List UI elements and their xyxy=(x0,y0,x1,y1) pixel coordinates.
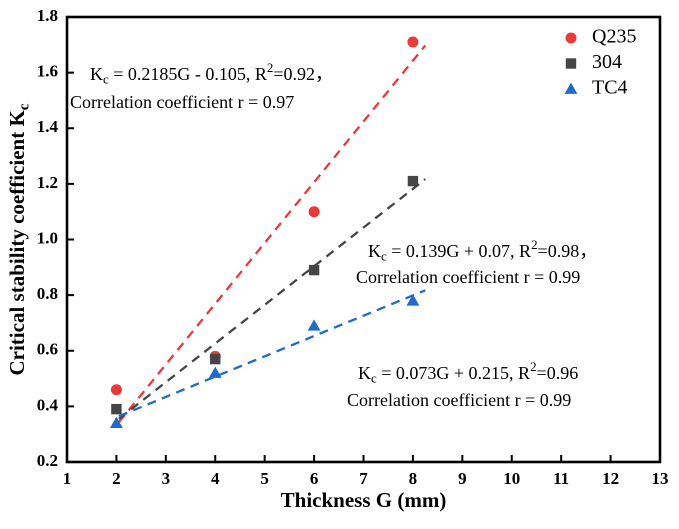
y-axis-tick-label: 0.8 xyxy=(37,284,58,303)
legend-label-tc4: TC4 xyxy=(592,77,628,99)
y-axis-title: Critical stability coefficient Kc xyxy=(5,103,33,375)
data-point-q235 xyxy=(407,36,419,48)
x-axis-tick-label: 6 xyxy=(310,469,319,488)
data-point-304 xyxy=(210,353,221,365)
regression-annotation-304: Kc = 0.139G + 0.07, R2=0.98， xyxy=(368,237,597,264)
x-axis-tick-label: 1 xyxy=(63,469,72,488)
x-axis-tick-label: 2 xyxy=(112,469,121,488)
data-point-304 xyxy=(308,264,320,276)
legend-marker-304 xyxy=(565,58,577,69)
legend-label-304: 304 xyxy=(592,51,622,73)
data-point-q235 xyxy=(308,206,320,218)
x-axis-tick-label: 13 xyxy=(652,469,669,488)
y-axis-tick-label: 1.8 xyxy=(37,6,58,25)
x-axis-tick-label: 4 xyxy=(211,469,220,488)
y-axis-tick-label: 1.0 xyxy=(37,228,58,247)
data-point-304 xyxy=(407,175,419,187)
y-axis-tick-label: 1.4 xyxy=(37,117,59,136)
data-point-q235 xyxy=(110,384,122,396)
regression-annotation-q235: Correlation coefficient r = 0.97 xyxy=(70,92,294,112)
y-axis-tick-label: 0.6 xyxy=(37,340,58,359)
x-axis-tick-label: 8 xyxy=(409,469,418,488)
regression-annotation-q235: Kc = 0.2185G - 0.105, R2=0.92， xyxy=(90,60,333,87)
y-axis-tick-label: 0.2 xyxy=(37,451,58,470)
regression-annotation-304: Correlation coefficient r = 0.99 xyxy=(356,267,580,287)
trend-line-q235 xyxy=(117,44,427,423)
data-point-304 xyxy=(111,403,122,415)
data-point-tc4 xyxy=(110,416,123,428)
data-point-tc4 xyxy=(406,294,420,306)
x-axis-tick-label: 10 xyxy=(503,469,520,488)
trend-line-tc4 xyxy=(118,289,426,418)
legend-label-q235: Q235 xyxy=(592,26,636,48)
data-point-tc4 xyxy=(208,366,222,378)
legend-marker-tc4 xyxy=(564,82,578,94)
y-axis-tick-label: 1.6 xyxy=(37,62,58,81)
y-axis-tick-label: 0.4 xyxy=(37,395,59,414)
trend-line-304 xyxy=(118,178,426,420)
x-axis-tick-label: 3 xyxy=(162,469,171,488)
y-axis-tick-label: 1.2 xyxy=(37,173,58,192)
legend-marker-q235 xyxy=(565,32,577,44)
regression-annotation-tc4: Kc = 0.073G + 0.215, R2=0.96 xyxy=(358,359,578,386)
regression-annotation-tc4: Correlation coefficient r = 0.99 xyxy=(347,390,571,410)
x-axis-tick-label: 12 xyxy=(602,469,619,488)
x-axis-tick-label: 9 xyxy=(458,469,467,488)
x-axis-tick-label: 7 xyxy=(359,469,368,488)
data-point-tc4 xyxy=(307,319,321,331)
x-axis-tick-label: 11 xyxy=(553,469,569,488)
x-axis-title: Thickness G (mm) xyxy=(281,488,447,512)
x-axis-tick-label: 5 xyxy=(260,469,269,488)
